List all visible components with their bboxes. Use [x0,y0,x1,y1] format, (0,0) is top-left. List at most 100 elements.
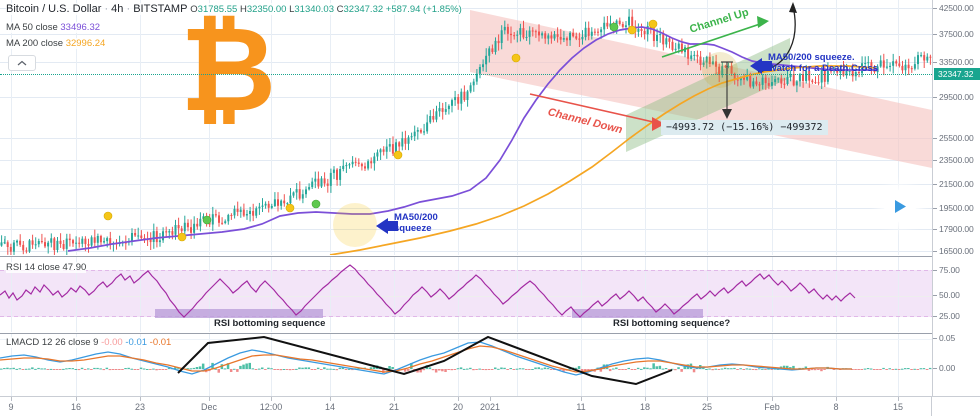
rsi-chart-svg [0,257,932,332]
price-axis-tick: 42500.00 [933,3,980,13]
macd-hist-value: -0.00 [101,337,123,348]
bitcoin-watermark-logo: ₿ [180,0,277,138]
current-price-line [0,74,932,75]
macd-label: LMACD 12 26 close 9 [6,337,99,348]
macd-signal-line [0,345,852,373]
ma200-value: 32996.24 [65,38,106,49]
death-cross-line-1: MA50/200 squeeze. [768,52,855,63]
legend-separator-1: · [104,3,109,15]
replay-play-button[interactable] [884,190,916,222]
ma50-legend[interactable]: MA 50 close 33496.32 [6,22,101,33]
rsi-label: RSI 14 close [6,262,60,273]
price-chart-svg [0,0,932,255]
time-axis-divider [931,397,932,416]
macd-line-value: -0.01 [125,337,148,348]
time-axis-tick: 9 [8,402,14,412]
macd-vertical-gridlines [11,334,899,396]
rsi-line [0,264,856,318]
open-value: 31785.55 [197,4,238,15]
price-panel[interactable] [0,0,932,255]
ma200-label: MA 200 close [6,38,64,49]
time-axis-tick-mark [836,397,837,401]
ma-squeeze-line-2: squeeze [394,223,432,234]
death-cross-annotation: MA50/200 squeeze. Watch for a Death Cros… [768,52,878,74]
ma-squeeze-annotation: MA50/200 squeeze [394,212,438,234]
price-axis-tick: 29500.00 [933,92,980,102]
channel-up-arrow [661,16,769,58]
time-axis-tick: 11 [576,402,586,412]
close-label: C [336,4,344,15]
time-axis-tick: 12:00 [259,402,283,412]
ma200-legend[interactable]: MA 200 close 32996.24 [6,38,106,49]
legend-separator-2: · [126,3,131,15]
time-axis-tick-mark [11,397,12,401]
candlestick-series [0,9,932,255]
price-axis-tick: 37500.00 [933,29,980,39]
macd-trend-overlay [177,335,673,386]
symbol-name[interactable]: Bitcoin / U.S. Dollar [6,3,102,15]
ohlc-values: O31785.55 H32350.00 L31340.03 C32347.32 … [190,4,462,15]
time-axis-tick-mark [76,397,77,401]
time-axis-tick-mark [707,397,708,401]
time-axis-tick-mark [330,397,331,401]
signal-dots [103,19,658,242]
high-value: 32350.00 [246,4,287,15]
macd-signal-value: -0.01 [149,337,172,348]
time-axis-tick: 14 [324,402,336,412]
time-axis-tick: 2021 [479,402,501,412]
time-axis-tick: 18 [639,402,651,412]
price-axis-tick: 25500.00 [933,133,980,143]
time-axis-tick-mark [581,397,582,401]
price-axis-tick: 33500.00 [933,57,980,67]
time-axis-tick: Dec [200,402,218,412]
macd-axis-tick: 0.05 [933,333,980,343]
horizontal-gridlines [0,8,932,252]
time-axis-tick-mark [209,397,210,401]
close-value: 32347.32 [343,4,384,15]
time-axis-tick: Feb [764,402,780,412]
time-axis-tick: 8 [833,402,839,412]
time-axis-tick-mark [772,397,773,401]
rsi-panel[interactable] [0,256,932,332]
ma200-line [329,65,877,255]
squeeze-highlight-left [333,203,377,247]
price-axis-tick: 17900.00 [933,224,980,234]
rsi-bottom-zone-1 [155,309,323,318]
rsi-legend[interactable]: RSI 14 close 47.90 [6,262,87,273]
exchange-label[interactable]: BITSTAMP [133,3,188,15]
time-axis-tick-mark [458,397,459,401]
rsi-axis-tick: 50.00 [933,290,980,300]
rsi-bottoming-label-1: RSI bottoming sequence [214,318,326,329]
play-icon [895,199,906,213]
main-legend[interactable]: Bitcoin / U.S. Dollar · 4h · BITSTAMP O3… [6,3,462,15]
ma50-line [67,26,878,252]
collapse-legend-button[interactable] [8,55,36,71]
macd-axis-tick: 0.00 [933,363,980,373]
time-axis[interactable]: 9 16 23 Dec 12:00 14 21 20 2021 11 18 25 Feb 8 15 [0,396,980,416]
price-axis-tick: 21500.00 [933,179,980,189]
current-price-badge: 32347.32 [934,68,980,80]
time-axis-tick-mark [394,397,395,401]
interval-label[interactable]: 4h [111,3,124,15]
time-axis-tick-mark [645,397,646,401]
price-axis-tick: 19500.00 [933,203,980,213]
time-axis-tick: 16 [70,402,82,412]
time-axis-tick: 25 [701,402,713,412]
blue-pointer-right [750,58,772,74]
blue-pointer-left [376,218,398,234]
death-cross-line-2: Watch for a Death Cross [768,63,878,74]
time-axis-tick-mark [140,397,141,401]
rsi-bottoming-label-2: RSI bottoming sequence? [613,318,731,329]
low-value: 31340.03 [294,4,334,15]
change-value: +587.94 (+1.85%) [385,4,462,15]
time-axis-tick: 21 [388,402,400,412]
time-axis-tick-mark [490,397,491,401]
chevron-up-icon [17,60,27,66]
price-axis[interactable]: 42500.00 37500.00 33500.00 29500.00 25500.00… [932,0,980,396]
time-axis-tick: 20 [452,402,464,412]
price-axis-tick: 16500.00 [933,246,980,256]
ma50-label: MA 50 close [6,22,58,33]
macd-legend[interactable]: LMACD 12 26 close 9 -0.00 -0.01 -0.01 [6,337,172,348]
rsi-value: 47.90 [62,262,87,273]
rsi-axis-tick: 25.00 [933,311,980,321]
